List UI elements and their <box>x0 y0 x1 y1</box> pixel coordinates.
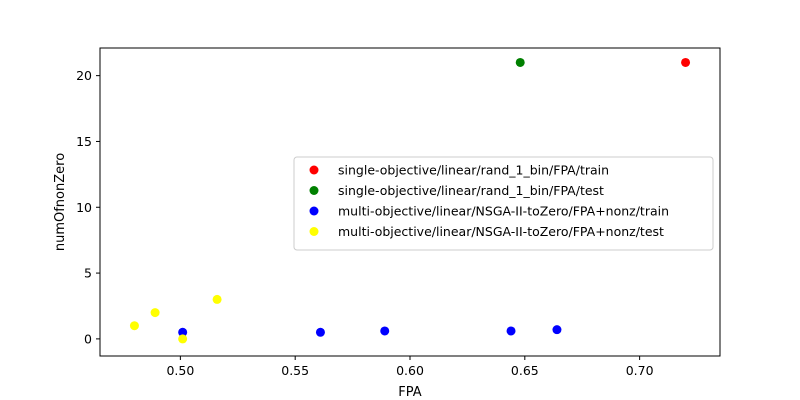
data-point-series-4 <box>178 334 188 344</box>
legend-marker <box>309 227 319 236</box>
data-point-series-3 <box>506 326 516 336</box>
legend-label: single-objective/linear/rand_1_bin/FPA/t… <box>338 183 604 198</box>
x-tick-label: 0.60 <box>396 363 424 378</box>
legend-label: single-objective/linear/rand_1_bin/FPA/t… <box>338 163 609 178</box>
y-tick-label: 5 <box>84 266 92 281</box>
x-axis-ticks: 0.50 0.55 0.60 0.65 0.70 <box>166 356 654 378</box>
data-points <box>129 57 691 344</box>
data-point-series-2 <box>515 57 525 67</box>
y-axis-title: numOfnonZero <box>53 153 68 251</box>
x-axis-title: FPA <box>398 385 421 400</box>
x-tick-label: 0.65 <box>511 363 539 378</box>
data-point-series-4 <box>212 294 222 304</box>
data-point-series-1 <box>681 57 691 67</box>
data-point-series-4 <box>150 308 160 318</box>
legend-marker <box>309 206 319 216</box>
legend-frame <box>293 156 714 251</box>
legend: single-objective/linear/rand_1_bin/FPA/t… <box>293 156 714 251</box>
y-axis-ticks: 0 5 10 15 20 <box>76 68 100 346</box>
data-point-series-3 <box>552 325 562 335</box>
legend-marker <box>309 165 319 175</box>
data-point-series-4 <box>129 321 139 331</box>
y-tick-label: 15 <box>76 134 92 149</box>
legend-label: multi-objective/linear/NSGA-II-toZero/FP… <box>338 224 664 239</box>
y-tick-label: 20 <box>76 68 92 83</box>
x-tick-label: 0.55 <box>281 363 309 378</box>
data-point-series-3 <box>315 327 325 337</box>
y-tick-label: 10 <box>76 200 92 215</box>
x-tick-label: 0.70 <box>626 363 654 378</box>
data-point-series-3 <box>178 327 188 337</box>
x-tick-label: 0.50 <box>166 363 194 378</box>
y-tick-label: 0 <box>84 331 92 346</box>
data-point-series-3 <box>380 326 390 336</box>
legend-label: multi-objective/linear/NSGA-II-toZero/FP… <box>338 204 669 219</box>
legend-marker <box>309 186 319 195</box>
